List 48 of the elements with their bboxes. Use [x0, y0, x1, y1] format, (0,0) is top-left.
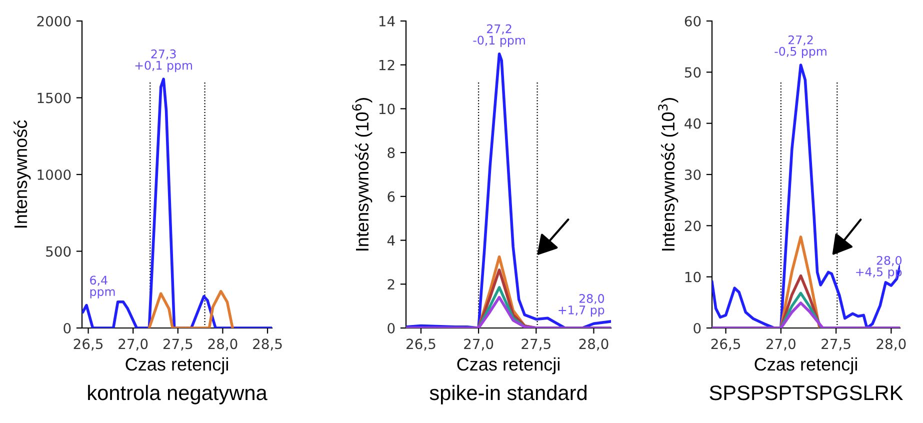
- x-tick-label: 28,0: [876, 338, 906, 351]
- y-tick-label: 20: [684, 220, 701, 232]
- y-tick-label: 60: [684, 16, 701, 26]
- y-tick-label: 6: [388, 191, 395, 202]
- y-tick-label: 8: [388, 148, 395, 158]
- y-tick-label: 1000: [38, 169, 71, 180]
- x-tick-label: 28,5: [253, 338, 282, 351]
- x-tick-label: 26,5: [406, 338, 436, 351]
- line-series: [148, 290, 234, 328]
- annotation: 27,2 -0,5 ppm: [774, 35, 826, 58]
- y-tick-label: 4: [387, 235, 395, 246]
- x-tick-label: 27,0: [766, 338, 796, 351]
- x-tick-label: 27,5: [163, 338, 192, 351]
- x-axis-title: Czas retencji: [457, 357, 560, 374]
- annotation: 28,0 +1,7 pp: [558, 294, 604, 317]
- y-axis-title: Intensywność (10$^{3}$): [658, 98, 678, 250]
- y-tick-label: 14: [379, 16, 395, 26]
- y-tick-label: 500: [46, 246, 71, 257]
- x-tick-label: 28,0: [579, 338, 608, 351]
- x-tick-label: 27,0: [464, 338, 494, 351]
- text: SPSPSPTSPGSLRK: [710, 385, 904, 400]
- x-tick-label: 26,5: [74, 338, 103, 351]
- x-axis-title: Czas retencji: [126, 357, 228, 374]
- text: spike-in standard: [430, 384, 586, 404]
- y-tick-label: 50: [684, 67, 701, 78]
- y-tick-label: 12: [379, 60, 394, 70]
- y-axis-title: Intensywność (10$^{6}$): [352, 98, 372, 250]
- y-tick-label: 2000: [37, 16, 71, 26]
- x-tick-label: 27,0: [118, 338, 148, 351]
- y-axis-title: Intensywność: [14, 120, 31, 228]
- y-tick-label: 40: [684, 118, 701, 129]
- x-axis-title: Czas retencji: [754, 357, 857, 374]
- y-tick-label: 0: [388, 322, 395, 334]
- annotation: 27,2 -0,1 ppm: [473, 24, 525, 47]
- x-tick-label: 28,0: [208, 338, 238, 351]
- x-tick-label: 27,5: [522, 338, 550, 351]
- y-tick-label: 0: [694, 322, 701, 334]
- y-tick-label: 1500: [38, 92, 71, 104]
- annotation: 6,4 ppm: [90, 276, 115, 298]
- y-tick-label: 30: [684, 169, 701, 180]
- x-tick-label: 27,5: [822, 338, 850, 351]
- y-tick-label: 2: [388, 279, 394, 290]
- y-tick-label: 10: [685, 272, 701, 282]
- annotation: 27,3 +0,1 ppm: [135, 49, 192, 72]
- x-tick-label: 26,5: [711, 338, 740, 351]
- y-tick-label: 10: [379, 104, 395, 114]
- text: kontrola negatywna: [88, 384, 268, 404]
- y-tick-label: 0: [64, 322, 71, 334]
